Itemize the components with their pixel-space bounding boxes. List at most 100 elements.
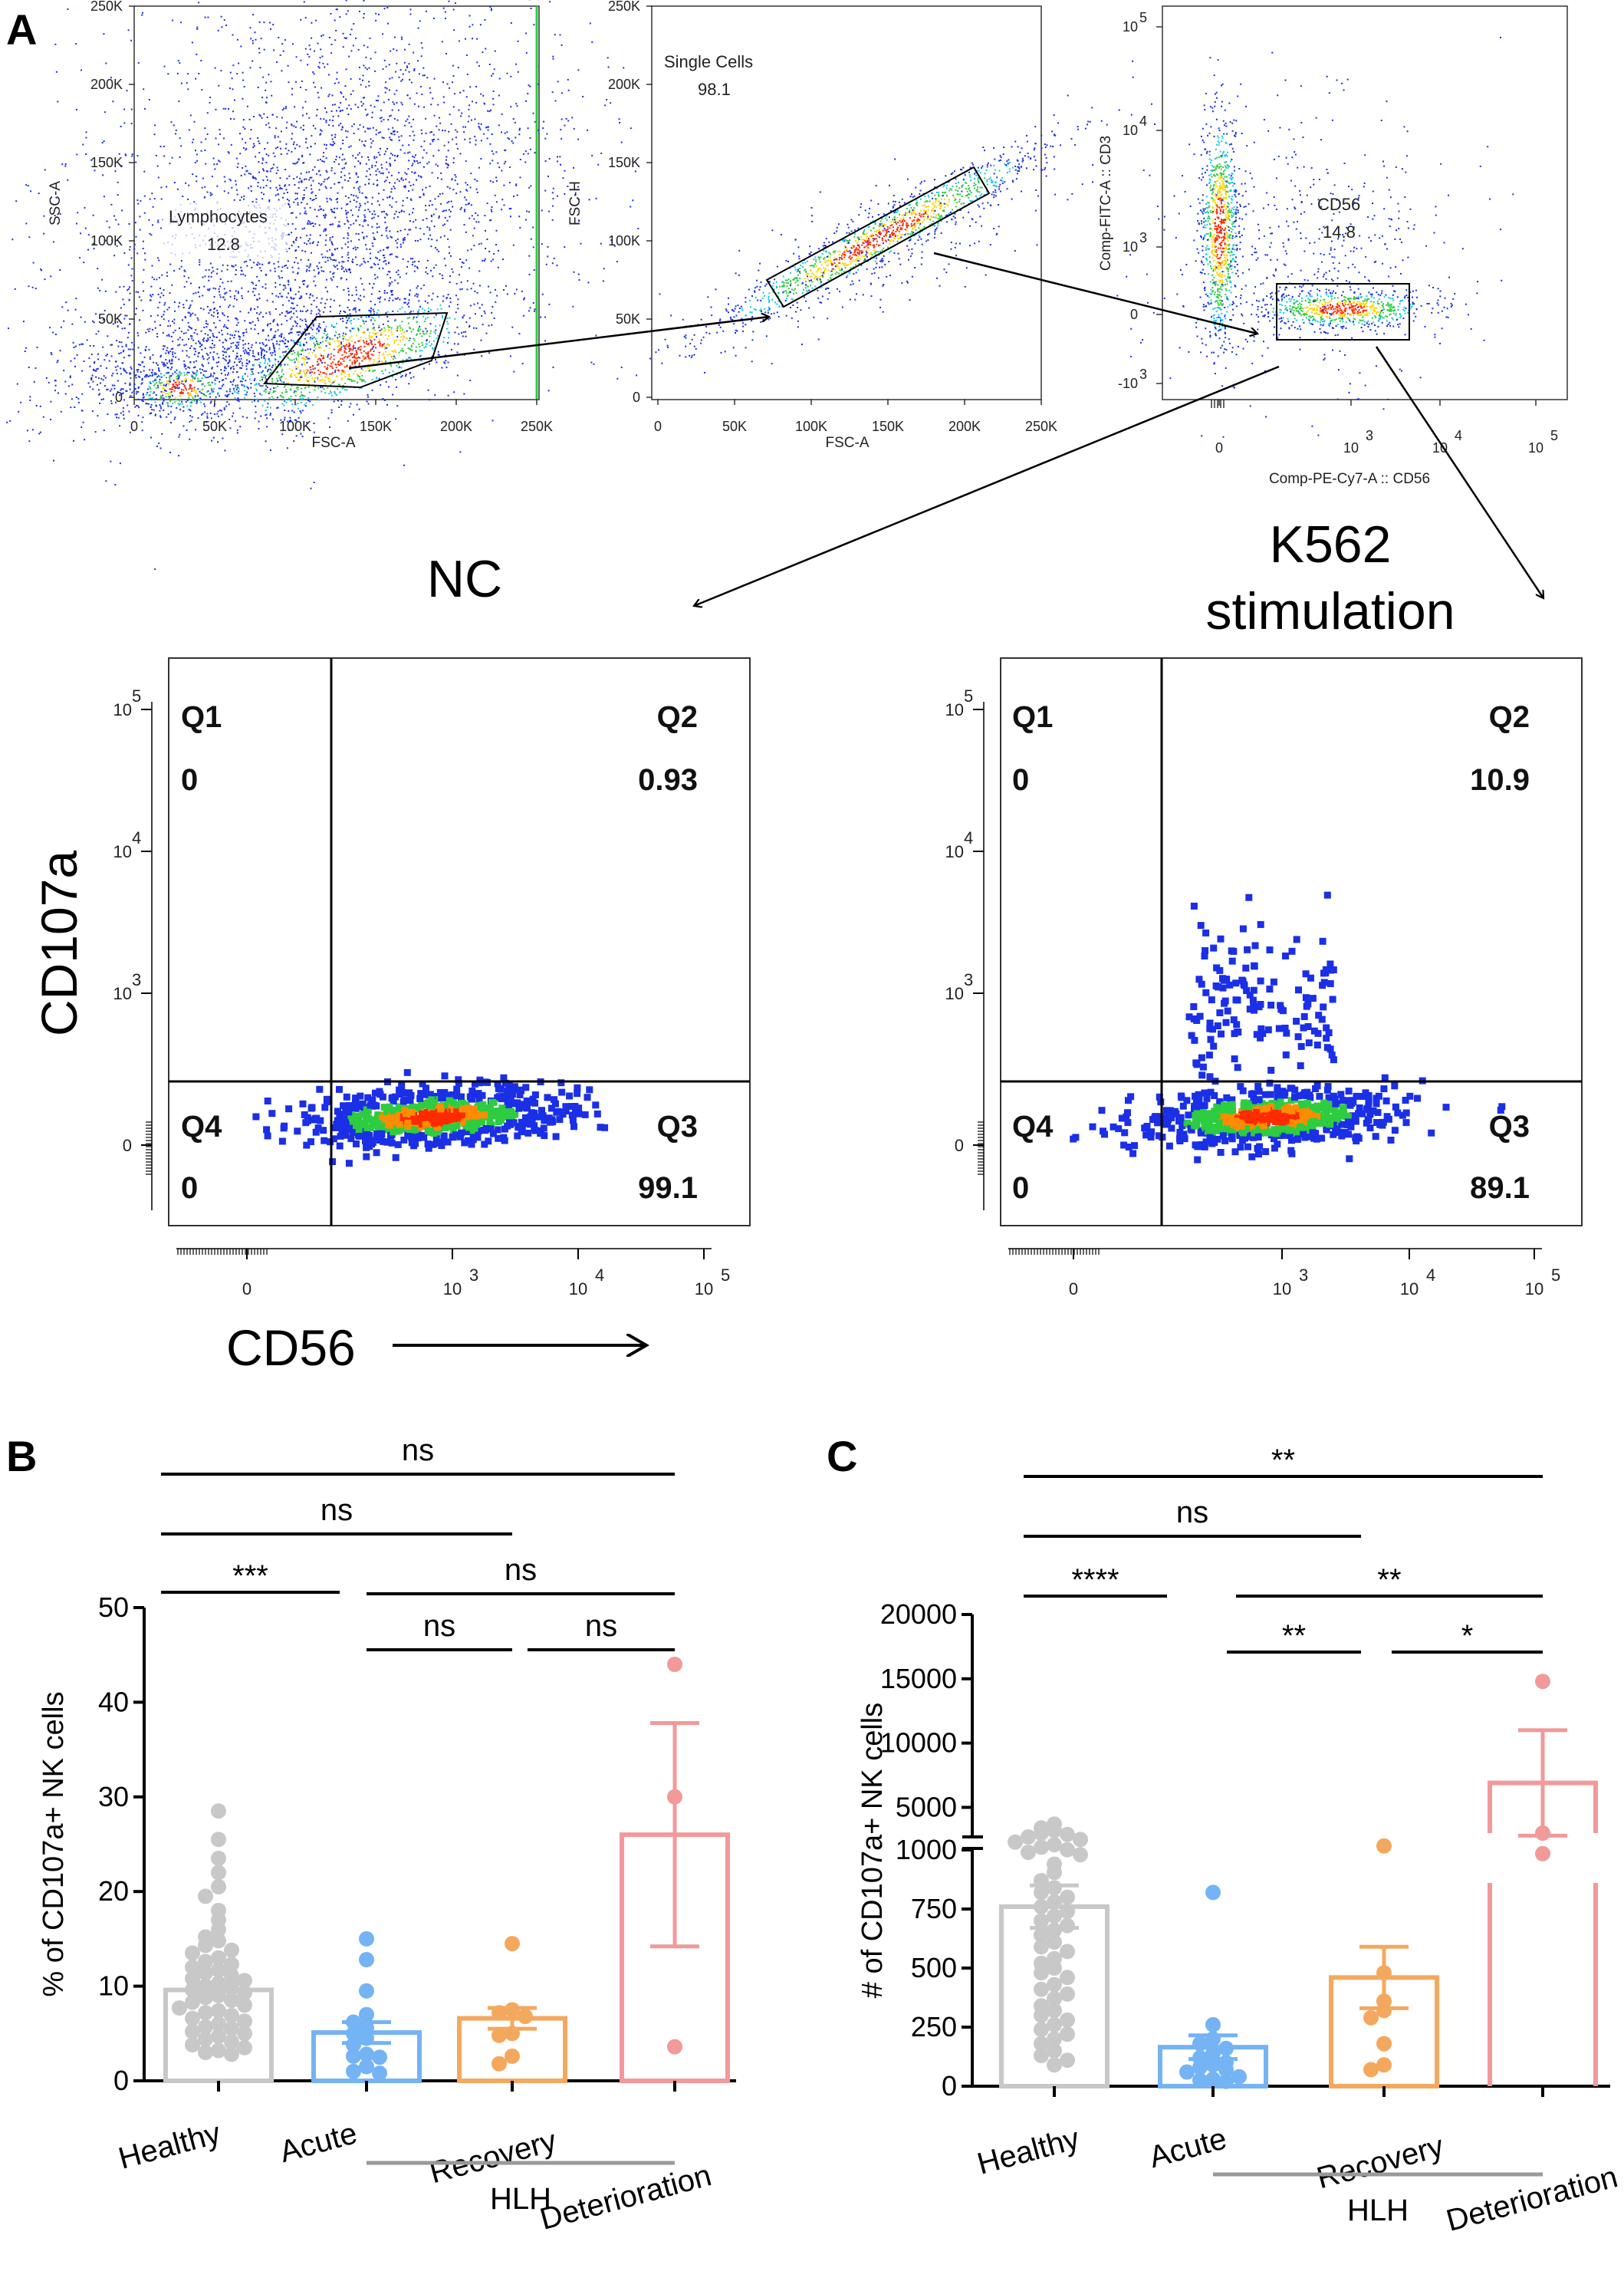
event-dot	[156, 333, 158, 335]
event-dot	[302, 199, 304, 201]
event-dot	[323, 180, 325, 183]
event-dot	[363, 258, 365, 260]
event-dot	[367, 328, 369, 330]
event-dot	[111, 239, 113, 242]
event-dot	[169, 324, 172, 327]
event-dot	[395, 351, 397, 353]
event-dot	[103, 196, 105, 198]
event-dot	[261, 353, 263, 355]
event-dot	[336, 8, 338, 11]
event-dot	[94, 361, 96, 363]
event-dot	[300, 173, 302, 175]
event-dot	[330, 411, 333, 413]
event-dot	[243, 86, 245, 88]
event-dot	[447, 361, 449, 364]
event-dot	[316, 328, 318, 330]
event-dot	[335, 156, 337, 158]
event-dot	[468, 202, 470, 205]
event-dot	[166, 347, 169, 349]
event-dot	[352, 44, 354, 47]
event-dot	[313, 431, 315, 433]
event-dot	[327, 74, 330, 76]
event-dot	[242, 126, 245, 128]
event-dot	[241, 362, 243, 364]
event-dot	[309, 265, 311, 267]
event-dot	[112, 393, 114, 396]
event-dot	[373, 327, 375, 329]
event-dot	[250, 129, 252, 131]
event-dot	[156, 373, 158, 375]
event-dot	[345, 203, 347, 206]
event-dot	[229, 337, 232, 340]
event-dot	[446, 328, 449, 330]
event-dot	[244, 127, 246, 130]
event-dot	[343, 289, 345, 291]
event-dot	[59, 213, 61, 216]
event-dot	[200, 392, 202, 394]
event-dot	[509, 166, 511, 168]
event-dot	[307, 329, 309, 331]
event-dot	[551, 91, 554, 94]
event-dot	[367, 354, 370, 357]
event-dot	[300, 59, 302, 61]
event-dot	[297, 389, 299, 390]
event-dot	[277, 329, 279, 331]
event-dot	[307, 383, 310, 385]
event-dot	[321, 160, 324, 162]
event-dot	[104, 111, 106, 114]
event-dot	[288, 347, 290, 350]
event-dot	[501, 113, 503, 115]
event-dot	[251, 266, 253, 268]
event-dot	[171, 156, 173, 159]
event-dot	[455, 176, 457, 178]
event-dot	[541, 209, 543, 212]
event-dot	[292, 241, 294, 242]
event-dot	[439, 324, 441, 327]
event-dot	[284, 185, 286, 187]
event-dot	[346, 321, 348, 324]
event-dot	[332, 140, 334, 143]
event-dot	[274, 137, 276, 139]
event-dot	[577, 219, 580, 222]
event-dot	[177, 387, 179, 390]
event-dot	[270, 413, 271, 415]
event-dot	[380, 147, 381, 150]
event-dot	[278, 199, 280, 201]
event-dot	[452, 162, 455, 163]
event-dot	[293, 141, 295, 143]
event-dot	[229, 179, 232, 182]
event-dot	[390, 188, 393, 190]
event-dot	[172, 321, 173, 322]
event-dot	[275, 295, 278, 297]
event-dot	[430, 104, 432, 106]
event-dot	[435, 325, 437, 328]
event-dot	[330, 44, 333, 45]
event-dot	[281, 270, 283, 272]
event-dot	[207, 390, 209, 392]
event-dot	[120, 307, 122, 309]
event-dot	[279, 292, 281, 295]
event-dot	[306, 286, 308, 288]
event-dot	[281, 392, 283, 394]
event-dot	[38, 193, 40, 195]
event-dot	[324, 302, 327, 304]
event-dot	[355, 289, 357, 291]
event-dot	[278, 275, 280, 278]
event-dot	[283, 354, 285, 357]
event-dot	[229, 295, 232, 298]
event-dot	[149, 358, 151, 360]
event-dot	[403, 350, 405, 352]
event-dot	[251, 281, 253, 284]
event-dot	[383, 356, 386, 358]
event-dot	[274, 351, 276, 353]
event-dot	[99, 289, 101, 291]
event-dot	[244, 397, 246, 399]
event-dot	[443, 361, 445, 364]
event-dot	[561, 92, 564, 94]
event-dot	[484, 215, 486, 217]
event-dot	[375, 347, 377, 349]
event-dot	[437, 165, 439, 167]
event-dot	[226, 333, 228, 335]
event-dot	[318, 189, 321, 191]
event-dot	[350, 403, 352, 405]
